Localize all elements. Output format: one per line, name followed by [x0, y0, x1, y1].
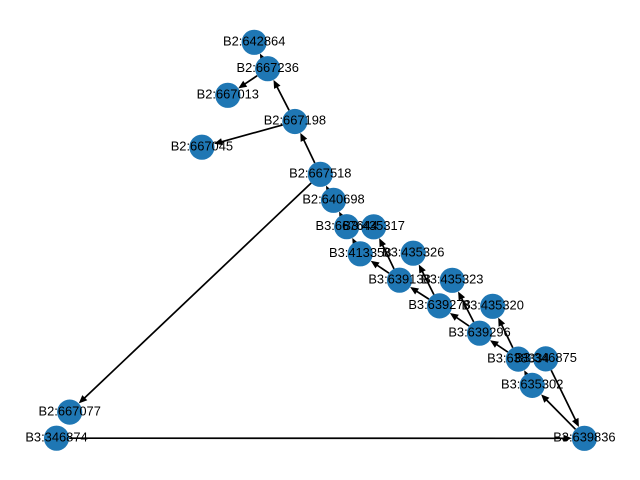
- svg-text:B3:639836: B3:639836: [553, 430, 615, 445]
- svg-text:B2:667198: B2:667198: [264, 113, 326, 128]
- svg-text:B2:667013: B2:667013: [197, 87, 259, 102]
- svg-text:B3:346874: B3:346874: [25, 429, 87, 444]
- svg-text:B2:667518: B2:667518: [289, 166, 351, 181]
- svg-text:B2:642864: B2:642864: [223, 34, 285, 49]
- svg-text:B2:667077: B2:667077: [39, 403, 101, 418]
- svg-text:B2:640698: B2:640698: [302, 192, 364, 207]
- svg-text:B3:635302: B3:635302: [501, 377, 563, 392]
- svg-text:B3:435320: B3:435320: [462, 298, 524, 313]
- svg-text:B3:639278: B3:639278: [408, 297, 470, 312]
- svg-text:B3:435326: B3:435326: [382, 244, 444, 259]
- svg-text:B3:435317: B3:435317: [343, 218, 405, 233]
- svg-text:B2:667045: B2:667045: [171, 138, 233, 153]
- svg-text:B2:667236: B2:667236: [237, 60, 299, 75]
- svg-text:B3:413358: B3:413358: [329, 245, 391, 260]
- svg-text:B3:639296: B3:639296: [448, 324, 510, 339]
- svg-text:B3:435323: B3:435323: [421, 272, 483, 287]
- svg-text:B3:346875: B3:346875: [515, 350, 577, 365]
- svg-text:B3:667644: B3:667644: [316, 218, 378, 233]
- svg-text:B3:639138: B3:639138: [368, 271, 430, 286]
- svg-text:B3:638334: B3:638334: [487, 350, 549, 365]
